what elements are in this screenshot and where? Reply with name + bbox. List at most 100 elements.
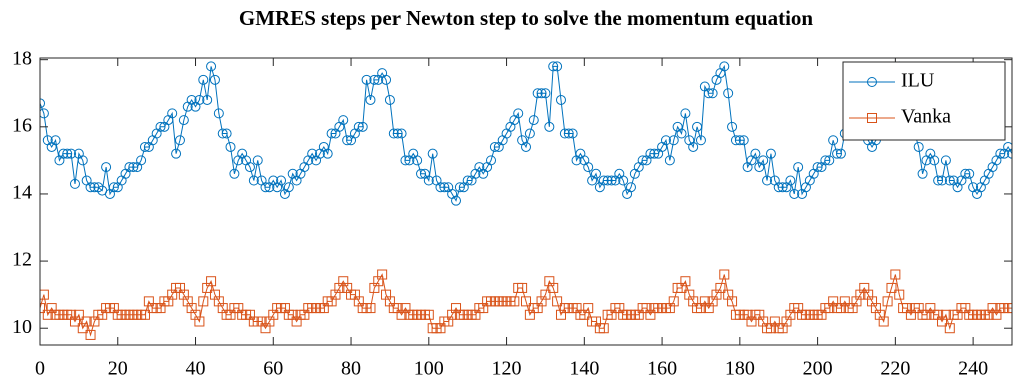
marker bbox=[664, 303, 675, 314]
plot-frame bbox=[39, 57, 1013, 346]
marker bbox=[69, 178, 80, 189]
marker bbox=[902, 303, 913, 314]
marker bbox=[108, 303, 119, 314]
x-tick-label: 220 bbox=[880, 358, 910, 380]
marker bbox=[194, 94, 205, 105]
x-tick-label: 160 bbox=[647, 358, 677, 380]
marker bbox=[400, 303, 411, 314]
marker bbox=[521, 296, 531, 307]
marker bbox=[276, 175, 287, 186]
marker bbox=[762, 175, 773, 186]
marker bbox=[198, 296, 209, 307]
marker bbox=[723, 88, 734, 99]
marker bbox=[765, 148, 776, 159]
marker bbox=[614, 303, 625, 314]
marker bbox=[392, 128, 403, 139]
marker bbox=[233, 303, 244, 314]
marker bbox=[268, 309, 279, 320]
marker bbox=[540, 88, 551, 99]
marker bbox=[225, 309, 236, 320]
marker bbox=[703, 303, 714, 314]
marker bbox=[555, 309, 566, 320]
marker bbox=[521, 141, 531, 152]
marker bbox=[645, 148, 656, 159]
series-line bbox=[40, 273, 1012, 337]
marker bbox=[676, 282, 687, 293]
marker bbox=[602, 175, 613, 186]
marker bbox=[81, 316, 92, 327]
marker bbox=[213, 108, 224, 119]
marker bbox=[793, 162, 804, 173]
marker bbox=[252, 155, 263, 166]
marker bbox=[279, 303, 290, 314]
marker bbox=[291, 316, 302, 327]
marker bbox=[93, 182, 104, 193]
marker bbox=[680, 276, 691, 287]
marker bbox=[540, 289, 551, 300]
marker bbox=[937, 316, 948, 327]
marker bbox=[785, 309, 796, 320]
marker bbox=[338, 115, 349, 126]
x-tick-label: 60 bbox=[263, 358, 283, 380]
marker bbox=[944, 175, 955, 186]
marker bbox=[388, 128, 399, 139]
marker bbox=[559, 128, 570, 139]
marker bbox=[73, 309, 84, 320]
marker bbox=[824, 303, 835, 314]
x-tick-label: 180 bbox=[725, 358, 755, 380]
marker bbox=[699, 296, 710, 307]
marker bbox=[835, 303, 846, 314]
marker bbox=[855, 289, 866, 300]
marker bbox=[758, 155, 769, 166]
marker bbox=[66, 309, 77, 320]
marker bbox=[194, 316, 205, 327]
marker bbox=[707, 88, 718, 99]
marker bbox=[136, 155, 147, 166]
marker bbox=[583, 303, 594, 314]
marker bbox=[143, 296, 154, 307]
marker bbox=[369, 282, 380, 293]
marker bbox=[206, 61, 217, 72]
legend-label: Vanka bbox=[901, 106, 951, 128]
marker bbox=[567, 128, 578, 139]
marker bbox=[781, 316, 792, 327]
marker bbox=[40, 98, 45, 109]
marker bbox=[202, 94, 213, 105]
marker bbox=[451, 195, 462, 206]
marker bbox=[692, 121, 703, 132]
marker bbox=[217, 128, 228, 139]
marker bbox=[435, 182, 446, 193]
legend-label: ILU bbox=[901, 70, 935, 92]
marker bbox=[960, 168, 971, 179]
x-tick-label: 140 bbox=[569, 358, 599, 380]
marker bbox=[528, 115, 539, 126]
marker bbox=[727, 296, 738, 307]
marker bbox=[820, 155, 831, 166]
marker bbox=[886, 282, 897, 293]
marker bbox=[509, 296, 520, 307]
marker bbox=[69, 316, 80, 327]
marker bbox=[97, 309, 108, 320]
marker bbox=[326, 296, 337, 307]
marker bbox=[676, 128, 687, 139]
marker bbox=[933, 175, 944, 186]
marker bbox=[85, 329, 96, 340]
marker bbox=[349, 289, 360, 300]
marker bbox=[225, 141, 236, 152]
marker bbox=[77, 155, 88, 166]
marker bbox=[695, 303, 706, 314]
legend-marker bbox=[867, 77, 877, 87]
marker bbox=[396, 309, 407, 320]
marker bbox=[451, 303, 462, 314]
marker bbox=[707, 296, 718, 307]
marker bbox=[987, 303, 998, 314]
x-tick-label: 100 bbox=[414, 358, 444, 380]
marker bbox=[139, 309, 150, 320]
marker bbox=[660, 135, 671, 146]
marker bbox=[777, 182, 788, 193]
marker bbox=[256, 316, 267, 327]
marker bbox=[793, 303, 804, 314]
marker bbox=[357, 121, 368, 132]
marker bbox=[555, 94, 566, 105]
marker bbox=[579, 309, 590, 320]
